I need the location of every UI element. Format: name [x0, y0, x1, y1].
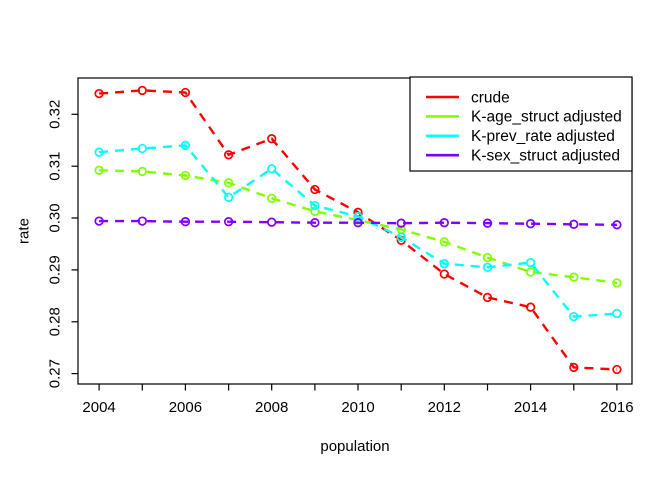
y-tick-label: 0.31 [47, 152, 64, 181]
data-point-k-sex-struct-adjusted [482, 218, 493, 228]
data-point-k-age-struct-adjusted [525, 267, 536, 277]
data-point-k-age-struct-adjusted [267, 193, 277, 203]
data-point-k-prev-rate-adjusted [612, 308, 622, 319]
series-line-k-age-struct-adjusted [99, 169, 618, 285]
data-point-k-age-struct-adjusted [180, 170, 191, 181]
y-tick-label: 0.29 [47, 255, 64, 284]
legend-label-crude: crude [471, 89, 510, 106]
y-tick-label: 0.27 [47, 359, 64, 388]
y-tick-label: 0.28 [47, 307, 64, 336]
series-line-k-sex-struct-adjusted [99, 219, 617, 226]
x-tick-label: 2006 [169, 399, 202, 416]
data-point-k-sex-struct-adjusted [94, 216, 104, 226]
x-tick-label: 2008 [255, 399, 288, 416]
data-point-k-sex-struct-adjusted [525, 219, 536, 229]
legend: crude K-age_struct adjusted K-prev_rate ad… [409, 76, 633, 172]
data-point-k-prev-rate-adjusted [267, 164, 277, 174]
data-point-k-sex-struct-adjusted [439, 218, 449, 228]
data-point-k-prev-rate-adjusted [482, 262, 493, 272]
data-point-crude [180, 87, 191, 98]
data-point-k-age-struct-adjusted [310, 206, 320, 216]
y-tick-label: 0.30 [47, 203, 64, 232]
data-point-k-sex-struct-adjusted [569, 219, 579, 229]
data-point-crude [137, 85, 147, 96]
x-axis-title: population [320, 438, 389, 455]
x-tick-label: 2016 [600, 399, 633, 416]
data-point-crude [482, 292, 493, 303]
x-tick-label: 2010 [341, 399, 374, 416]
legend-label-k-sex-struct-adjusted: K-sex_struct adjusted [471, 148, 620, 165]
data-point-k-age-struct-adjusted [569, 272, 579, 282]
x-tick-label: 2004 [82, 399, 115, 416]
data-point-k-prev-rate-adjusted [525, 257, 536, 268]
data-point-k-age-struct-adjusted [137, 166, 147, 177]
data-point-k-sex-struct-adjusted [310, 218, 320, 228]
data-point-k-sex-struct-adjusted [267, 217, 277, 227]
axes-layer: 2004 2006 2008 2010 2012 2014 2016 0.27 0.28 0.29… [47, 77, 634, 416]
data-point-crude [439, 269, 449, 279]
series-line-k-prev-rate-adjusted [98, 144, 617, 318]
data-point-k-prev-rate-adjusted [569, 311, 579, 322]
data-point-k-sex-struct-adjusted [353, 218, 363, 228]
plot-border [77, 77, 633, 385]
legend-label-k-age-struct-adjusted: K-age_struct adjusted [471, 109, 622, 126]
data-point-crude [223, 150, 234, 160]
series-layer [94, 85, 622, 375]
data-point-k-age-struct-adjusted [482, 252, 493, 263]
data-point-k-age-struct-adjusted [223, 178, 234, 188]
y-tick-label: 0.32 [47, 100, 64, 129]
data-point-k-prev-rate-adjusted [310, 200, 320, 211]
data-point-k-prev-rate-adjusted [396, 232, 406, 242]
data-point-crude [525, 302, 536, 312]
data-point-k-prev-rate-adjusted [180, 140, 191, 151]
data-point-crude [612, 364, 622, 375]
data-point-k-sex-struct-adjusted [223, 217, 234, 227]
data-point-k-age-struct-adjusted [94, 165, 104, 175]
data-point-k-sex-struct-adjusted [137, 216, 147, 226]
y-axis-title: rate [16, 218, 33, 244]
data-point-k-prev-rate-adjusted [353, 211, 363, 222]
data-point-k-age-struct-adjusted [612, 278, 622, 288]
data-point-crude [94, 88, 104, 99]
x-tick-label: 2014 [514, 399, 547, 416]
data-point-k-prev-rate-adjusted [439, 259, 449, 269]
data-point-k-prev-rate-adjusted [223, 192, 234, 202]
data-point-k-sex-struct-adjusted [180, 217, 191, 227]
legend-label-k-prev-rate-adjusted: K-prev_rate adjusted [471, 128, 615, 145]
data-point-k-sex-struct-adjusted [396, 218, 406, 228]
data-point-k-sex-struct-adjusted [612, 220, 622, 230]
data-point-k-age-struct-adjusted [439, 237, 449, 247]
x-tick-label: 2012 [428, 399, 461, 416]
data-point-crude [569, 362, 579, 373]
data-point-k-prev-rate-adjusted [137, 143, 147, 154]
data-point-k-prev-rate-adjusted [94, 147, 104, 157]
data-point-crude [267, 134, 277, 144]
data-point-crude [310, 184, 320, 195]
